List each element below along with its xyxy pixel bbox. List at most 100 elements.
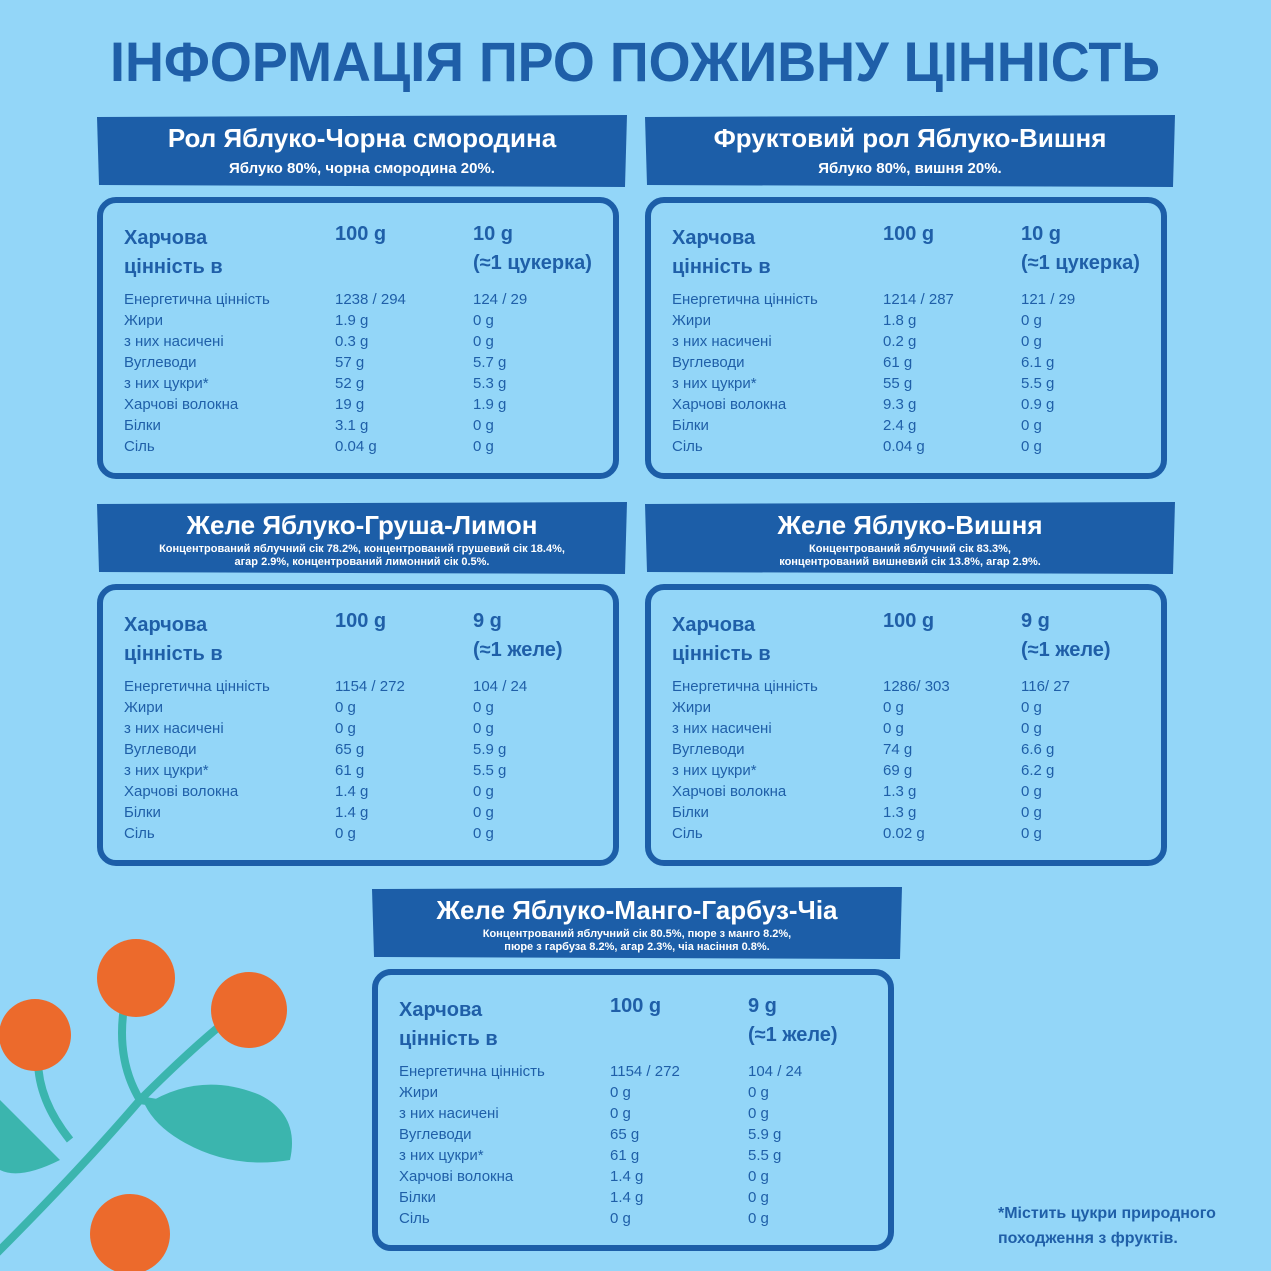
row-label: Енергетична цінність: [672, 678, 818, 695]
footnote: походження з фруктів.: [998, 1230, 1178, 1247]
cell-value: 55 g: [883, 375, 912, 392]
cell-value: 0 g: [748, 1168, 769, 1185]
row-label: Жири: [124, 312, 163, 329]
row-label: Харчові волокна: [124, 396, 239, 413]
row-label: Вуглеводи: [399, 1126, 472, 1143]
row-label: Білки: [124, 417, 161, 434]
decoration: [0, 939, 292, 1271]
header-col2: 10 g: [473, 223, 513, 245]
row-label: Енергетична цінність: [672, 291, 818, 308]
row-label: Вуглеводи: [124, 354, 197, 371]
cell-value: 6.6 g: [1021, 741, 1054, 758]
cell-value: 0 g: [1021, 825, 1042, 842]
row-label: Сіль: [672, 438, 703, 455]
cell-value: 5.5 g: [473, 762, 506, 779]
row-label: Білки: [124, 804, 161, 821]
cell-value: 0 g: [473, 825, 494, 842]
page-title: ІНФОРМАЦІЯ ПРО ПОЖИВНУ ЦІННІСТЬ: [110, 30, 1160, 93]
cell-value: 0 g: [883, 720, 904, 737]
product-name: Желе Яблуко-Манго-Гарбуз-Чіа: [435, 895, 838, 925]
row-label: з них цукри*: [124, 375, 209, 392]
ingredients: Концентрований яблучний сік 80.5%, пюре …: [483, 928, 791, 940]
cell-value: 0.04 g: [883, 438, 925, 455]
table-box: [645, 584, 1167, 866]
ingredients: Яблуко 80%, вишня 20%.: [818, 160, 1001, 177]
cell-value: 104 / 24: [748, 1063, 802, 1080]
table-box: [97, 197, 619, 479]
cell-value: 61 g: [610, 1147, 639, 1164]
row-label: Вуглеводи: [124, 741, 197, 758]
banner: [372, 887, 902, 959]
cell-value: 0.02 g: [883, 825, 925, 842]
header-label: Харчова: [124, 614, 208, 636]
product-name: Рол Яблуко-Чорна смородина: [168, 123, 557, 153]
cell-value: 2.4 g: [883, 417, 916, 434]
cell-value: 6.2 g: [1021, 762, 1054, 779]
row-label: Білки: [672, 417, 709, 434]
cell-value: 1.3 g: [883, 804, 916, 821]
cell-value: 124 / 29: [473, 291, 527, 308]
cell-value: 0 g: [473, 312, 494, 329]
cell-value: 0 g: [1021, 804, 1042, 821]
cell-value: 61 g: [883, 354, 912, 371]
cell-value: 1154 / 272: [335, 678, 405, 695]
cell-value: 116/ 27: [1021, 678, 1070, 695]
cell-value: 1.4 g: [610, 1168, 643, 1185]
row-label: Білки: [672, 804, 709, 821]
row-label: Харчові волокна: [399, 1168, 514, 1185]
cell-value: 69 g: [883, 762, 912, 779]
row-label: з них насичені: [124, 333, 224, 350]
product-name: Желе Яблуко-Вишня: [776, 510, 1042, 540]
cell-value: 57 g: [335, 354, 364, 371]
header-col2: (≈1 цукерка): [473, 252, 592, 274]
cell-value: 0 g: [748, 1189, 769, 1206]
header-label: цінність в: [399, 1028, 498, 1050]
header-col2: (≈1 желе): [473, 639, 563, 661]
cell-value: 5.5 g: [1021, 375, 1054, 392]
table-box: [645, 197, 1167, 479]
cell-value: 104 / 24: [473, 678, 527, 695]
ingredients: концентрований вишневий сік 13.8%, агар …: [779, 556, 1041, 568]
row-label: з них насичені: [672, 720, 772, 737]
cell-value: 0 g: [748, 1210, 769, 1227]
row-label: Харчові волокна: [672, 783, 787, 800]
row-label: Вуглеводи: [672, 741, 745, 758]
cell-value: 5.9 g: [748, 1126, 781, 1143]
header-col2: (≈1 желе): [748, 1024, 838, 1046]
cell-value: 5.9 g: [473, 741, 506, 758]
row-label: з них цукри*: [399, 1147, 484, 1164]
header-label: цінність в: [124, 643, 223, 665]
row-label: Сіль: [672, 825, 703, 842]
header-label: Харчова: [672, 614, 756, 636]
header-label: цінність в: [672, 256, 771, 278]
cell-value: 1.9 g: [335, 312, 368, 329]
cell-value: 0 g: [473, 438, 494, 455]
cell-value: 1286/ 303: [883, 678, 950, 695]
cell-value: 0 g: [748, 1084, 769, 1101]
banner: [97, 115, 627, 187]
cell-value: 0.2 g: [883, 333, 916, 350]
cell-value: 19 g: [335, 396, 364, 413]
ingredients: пюре з гарбуза 8.2%, агар 2.3%, чіа насі…: [504, 941, 769, 953]
cell-value: 0 g: [1021, 783, 1042, 800]
footnote: *Містить цукри природного: [998, 1205, 1216, 1222]
cell-value: 0 g: [335, 825, 356, 842]
header-label: Харчова: [124, 227, 208, 249]
header-col2: (≈1 цукерка): [1021, 252, 1140, 274]
row-label: Білки: [399, 1189, 436, 1206]
cell-value: 121 / 29: [1021, 291, 1075, 308]
cell-value: 0 g: [473, 333, 494, 350]
row-label: Жири: [399, 1084, 438, 1101]
cell-value: 1.4 g: [335, 783, 368, 800]
row-label: Сіль: [124, 825, 155, 842]
cell-value: 6.1 g: [1021, 354, 1054, 371]
cell-value: 9.3 g: [883, 396, 916, 413]
header-col1: 100 g: [335, 610, 386, 632]
cell-value: 0 g: [1021, 417, 1042, 434]
header-label: Харчова: [672, 227, 756, 249]
table-box: [372, 969, 894, 1251]
cell-value: 1154 / 272: [610, 1063, 680, 1080]
ingredients: Концентрований яблучний сік 78.2%, конце…: [159, 543, 565, 555]
row-label: Жири: [672, 312, 711, 329]
